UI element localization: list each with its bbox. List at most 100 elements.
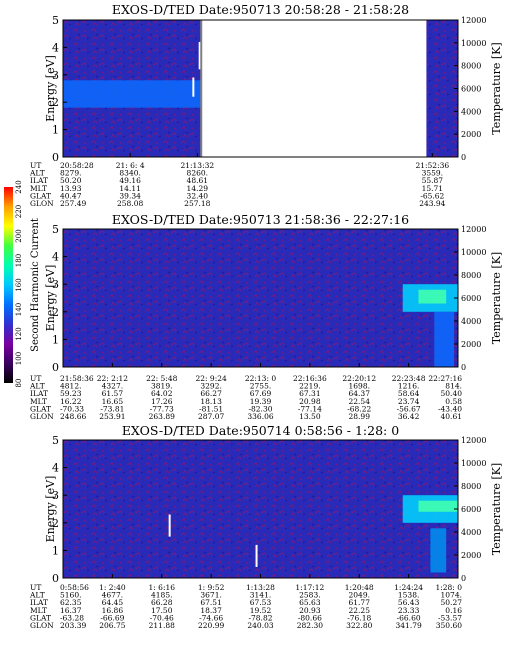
table-cell: -66.60 bbox=[397, 613, 421, 622]
y-tick-label: 2 bbox=[52, 306, 59, 319]
table-cell: 65.63 bbox=[299, 598, 321, 607]
table-cell: 814. bbox=[445, 382, 462, 391]
table-cell: 40.47 bbox=[60, 191, 82, 200]
table-cell: 15.71 bbox=[422, 184, 443, 193]
table-cell: 32.40 bbox=[187, 191, 209, 200]
table-cell: 22:13: 0 bbox=[245, 374, 277, 383]
table-cell: 49.16 bbox=[119, 176, 141, 185]
table-cell: 13.93 bbox=[60, 184, 82, 193]
table-cell: 8279. bbox=[60, 169, 81, 178]
table-cell: 66.27 bbox=[200, 389, 222, 398]
table-row-label: GLAT bbox=[30, 404, 51, 413]
table-row-label: GLAT bbox=[30, 191, 51, 200]
table-row-label: MLT bbox=[30, 184, 47, 193]
table-cell: 263.89 bbox=[149, 412, 175, 421]
table-cell: 1: 6:16 bbox=[148, 583, 175, 592]
table-cell: 20.93 bbox=[299, 606, 321, 615]
table-cell: 21:58:36 bbox=[60, 374, 94, 383]
table-cell: 20:58:28 bbox=[60, 161, 94, 170]
colorbar-tick-label: 200 bbox=[15, 229, 23, 242]
table-cell: 0:58:56 bbox=[60, 583, 89, 592]
colorbar-tick-label: 220 bbox=[15, 205, 23, 218]
ephemeris-table: UTALTILATMLTGLATGLON0:58:565160.62.3516.… bbox=[29, 583, 462, 630]
y2-tick-label: 6000 bbox=[461, 294, 481, 303]
y-tick-label: 2 bbox=[52, 517, 59, 530]
table-cell: 4185. bbox=[151, 591, 172, 600]
table-cell: 1:24:24 bbox=[394, 583, 423, 592]
table-row-label: ILAT bbox=[30, 176, 48, 185]
table-cell: 240.03 bbox=[247, 621, 273, 630]
table-cell: -73.81 bbox=[100, 404, 124, 413]
table-cell: 1538. bbox=[398, 591, 419, 600]
table-cell: 17.50 bbox=[151, 606, 173, 615]
table-cell: 258.08 bbox=[117, 199, 143, 208]
table-cell: 22:16:36 bbox=[293, 374, 327, 383]
y-tick-label: 3 bbox=[52, 278, 59, 291]
table-cell: -77.14 bbox=[298, 404, 322, 413]
table-cell: -53.57 bbox=[438, 613, 462, 622]
table-cell: -80.66 bbox=[298, 613, 322, 622]
table-cell: 1698. bbox=[349, 382, 370, 391]
y2-tick-label: 0 bbox=[461, 574, 466, 583]
table-cell: 220.99 bbox=[198, 621, 224, 630]
y2-tick-label: 12000 bbox=[461, 225, 486, 234]
table-cell: 22: 2:12 bbox=[97, 374, 129, 383]
table-row-label: GLAT bbox=[30, 613, 51, 622]
colorbar: 80 100 120 140 160 180 200 220 240 Second Harmon… bbox=[4, 180, 41, 387]
table-cell: 350.60 bbox=[436, 621, 462, 630]
heatmap-band bbox=[430, 528, 447, 573]
table-cell: 39.34 bbox=[119, 191, 141, 200]
table-cell: 1:20:48 bbox=[345, 583, 374, 592]
y-tick-label: 1 bbox=[52, 333, 59, 346]
table-cell: 22:23:48 bbox=[392, 374, 426, 383]
y2-tick-label: 8000 bbox=[461, 271, 481, 280]
table-cell: 211.88 bbox=[149, 621, 175, 630]
table-cell: -70.46 bbox=[150, 613, 174, 622]
y-tick-label: 3 bbox=[52, 69, 59, 82]
table-cell: 22.25 bbox=[349, 606, 371, 615]
panel-title: EXOS-D/TED Date:950714 0:58:56 - 1:28: 0 bbox=[122, 423, 399, 438]
table-cell: 248.66 bbox=[60, 412, 86, 421]
table-cell: 19.39 bbox=[250, 397, 272, 406]
colorbar-gradient bbox=[4, 187, 13, 383]
table-cell: 64.45 bbox=[102, 598, 124, 607]
table-cell: -76.18 bbox=[347, 613, 371, 622]
panel-title: EXOS-D/TED Date:950713 20:58:28 - 21:58:… bbox=[112, 2, 409, 17]
y-axis-label: Energy [eV] bbox=[44, 476, 57, 543]
table-cell: -56.67 bbox=[397, 404, 421, 413]
y2-tick-label: 12000 bbox=[461, 436, 486, 445]
table-cell: 5160. bbox=[60, 591, 81, 600]
table-row-label: UT bbox=[30, 583, 41, 592]
table-cell: 3671. bbox=[200, 591, 221, 600]
y2-tick-label: 8000 bbox=[461, 62, 481, 71]
table-cell: 67.51 bbox=[200, 598, 221, 607]
table-cell: 17.26 bbox=[151, 397, 173, 406]
table-cell: 67.31 bbox=[299, 389, 320, 398]
table-cell: 21:13:32 bbox=[180, 161, 214, 170]
table-cell: 61.57 bbox=[102, 389, 124, 398]
table-cell: 14.29 bbox=[187, 184, 209, 193]
table-cell: 3292. bbox=[200, 382, 221, 391]
table-cell: 22:20:12 bbox=[342, 374, 376, 383]
table-cell: 1074. bbox=[441, 591, 462, 600]
heatmap-band bbox=[418, 500, 458, 512]
table-cell: 0.58 bbox=[445, 397, 462, 406]
table-cell: 13.50 bbox=[299, 412, 321, 421]
y2-tick-label: 2000 bbox=[461, 130, 481, 139]
colorbar-label: Second Harmonic Current bbox=[30, 218, 41, 352]
table-row-label: ALT bbox=[29, 169, 45, 178]
y-axis-label: Energy [eV] bbox=[44, 55, 57, 122]
table-row-label: UT bbox=[30, 374, 41, 383]
heatmap-band bbox=[418, 289, 447, 304]
panel-1: EXOS-D/TED Date:950713 20:58:28 - 21:58:… bbox=[29, 2, 503, 208]
table-row-label: GLON bbox=[30, 199, 54, 208]
table-cell: -65.62 bbox=[420, 191, 444, 200]
table-cell: 206.75 bbox=[99, 621, 125, 630]
colorbar-ticks: 80 100 120 140 160 180 200 220 240 bbox=[15, 180, 23, 387]
y2-tick-label: 0 bbox=[461, 153, 466, 162]
table-cell: 3141. bbox=[250, 591, 271, 600]
table-cell: 28.99 bbox=[349, 412, 371, 421]
y2-tick-label: 4000 bbox=[461, 107, 481, 116]
heatmap-band bbox=[434, 311, 455, 367]
